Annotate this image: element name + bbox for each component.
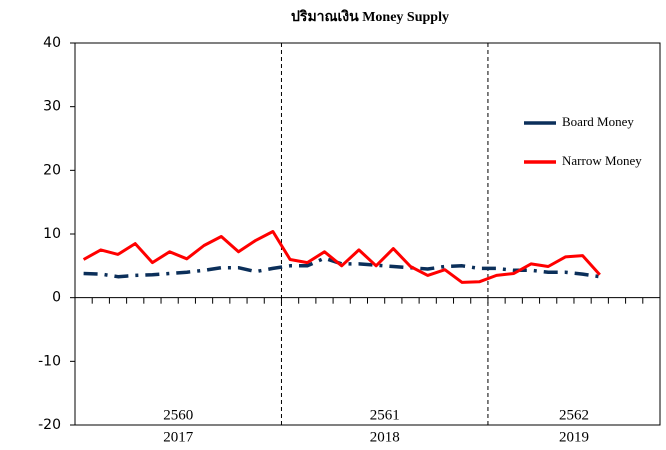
- x-group-label: 2562: [559, 407, 589, 423]
- series-line: [83, 256, 601, 279]
- legend-label: Narrow Money: [562, 153, 642, 168]
- y-tick-label: 0: [52, 290, 61, 306]
- x-group-sublabel: 2017: [163, 429, 194, 445]
- y-tick-label: 40: [43, 35, 61, 51]
- x-group-sublabel: 2018: [370, 429, 400, 445]
- chart-title: ปริมาณเงิน Money Supply: [291, 9, 449, 25]
- legend-label: Board Money: [562, 114, 634, 129]
- y-tick-label: -10: [38, 353, 61, 369]
- y-tick-label: 20: [43, 162, 61, 178]
- plot-frame: [74, 42, 661, 426]
- y-tick-label: 30: [43, 99, 61, 115]
- series-line: [82, 230, 601, 284]
- x-group-label: 2560: [163, 407, 193, 423]
- x-group-label: 2561: [370, 407, 400, 423]
- x-group-sublabel: 2019: [559, 429, 589, 445]
- y-tick-label: 10: [43, 226, 61, 242]
- y-tick-label: -20: [38, 417, 61, 433]
